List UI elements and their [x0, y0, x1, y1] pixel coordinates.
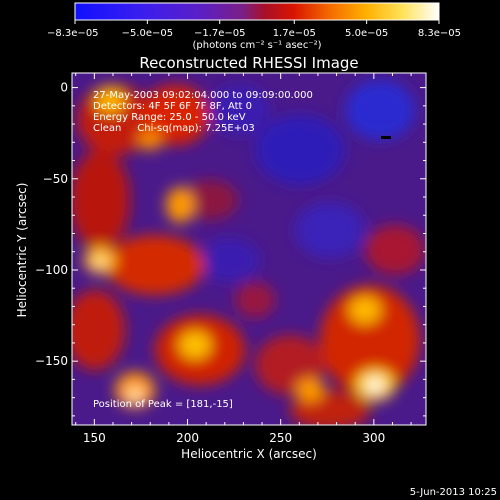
peak-position-label: Position of Peak = [181,-15] [93, 399, 233, 410]
chart-title: Reconstructed RHESSI Image [139, 54, 358, 72]
x-tick-label: 150 [83, 431, 106, 445]
x-tick-label: 250 [269, 431, 292, 445]
y-tick-label: −50 [43, 172, 68, 186]
x-axis: 150 200 250 300 [75, 73, 412, 445]
colorbar: −8.3e−05 −5.0e−05 −1.7e−05 1.7e−05 5.0e−05 8.… [47, 2, 461, 51]
colorbar-tick-label: −8.3e−05 [47, 28, 99, 39]
peak-marker [381, 136, 391, 139]
plot-frame [71, 72, 427, 426]
colorbar-units-label: (photons cm⁻² s⁻¹ asec⁻²) [192, 40, 321, 51]
heatmap-image [72, 73, 426, 425]
colorbar-gradient [75, 3, 439, 20]
x-tick-label: 200 [176, 431, 199, 445]
heatmap-emission-blobs [72, 80, 425, 425]
y-tick-label: −100 [35, 263, 68, 277]
annotation-clean-chisq: Clean Chi-sq(map): 7.25E+03 [93, 123, 255, 134]
annotation-block: 27-May-2003 09:02:04.000 to 09:09:00.000… [93, 90, 313, 134]
colorbar-tick-label: −1.7e−05 [194, 28, 246, 39]
colorbar-tick-label: −5.0e−05 [122, 28, 174, 39]
colorbar-tick-label: 5.0e−05 [345, 28, 388, 39]
x-tick-label: 300 [362, 431, 385, 445]
annotation-energy-range: Energy Range: 25.0 - 50.0 keV [93, 112, 246, 123]
annotation-time-range: 27-May-2003 09:02:04.000 to 09:09:00.000 [93, 90, 313, 101]
annotation-detectors: Detectors: 4F 5F 6F 7F 8F, Att 0 [93, 101, 252, 112]
y-axis: 0 −50 −100 −150 [35, 81, 426, 417]
x-axis-label: Heliocentric X (arcsec) [181, 447, 317, 461]
colorbar-tick-label: 8.3e−05 [418, 28, 461, 39]
colorbar-tick-label: 1.7e−05 [273, 28, 316, 39]
y-axis-label: Heliocentric Y (arcsec) [15, 183, 29, 318]
footer-date: 5-Jun-2013 10:25 [410, 487, 497, 498]
y-tick-label: 0 [60, 81, 68, 95]
colorbar-frame [74, 2, 440, 21]
y-tick-label: −150 [35, 354, 68, 368]
